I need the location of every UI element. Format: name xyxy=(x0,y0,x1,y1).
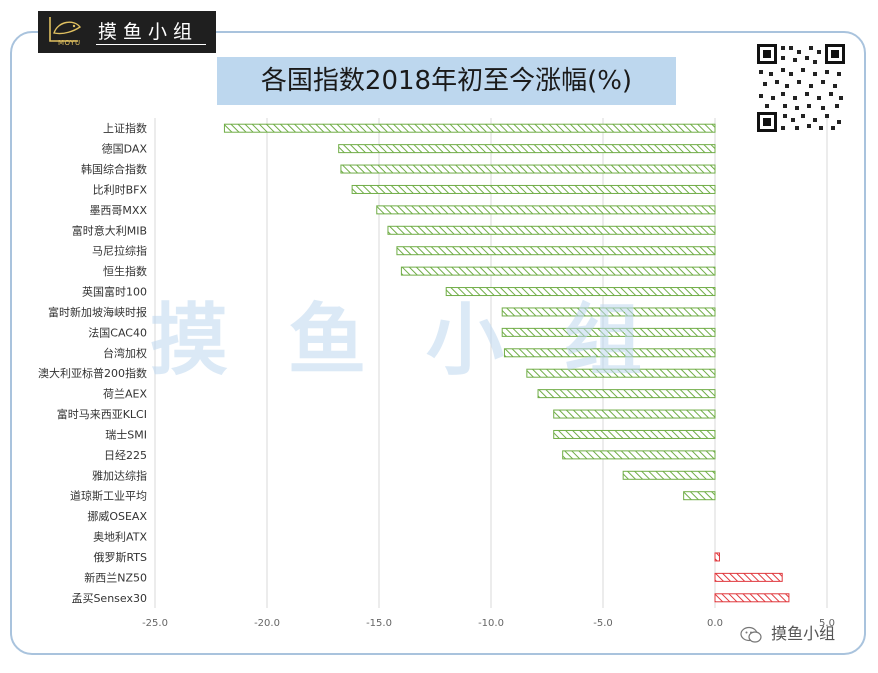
bar xyxy=(714,572,783,582)
category-label: 台湾加权 xyxy=(103,346,147,360)
bar xyxy=(622,470,716,480)
chart-title: 各国指数2018年初至今涨幅(%) xyxy=(217,57,676,105)
bar xyxy=(714,593,790,603)
bar xyxy=(503,348,716,358)
logo-mark-text: MOYU xyxy=(58,39,81,47)
chart-tick-labels: -25.0 -20.0 -15.0 -10.0 -5.0 0.0 5.0 xyxy=(142,618,835,629)
bar xyxy=(338,144,716,154)
category-label: 英国富时100 xyxy=(82,285,147,299)
category-label: 富时马来西亚KLCI xyxy=(57,407,147,421)
category-label: 马尼拉综指 xyxy=(92,244,147,258)
category-label: 孟买Sensex30 xyxy=(71,592,147,605)
bar xyxy=(501,307,716,317)
chart-gridlines xyxy=(154,118,828,608)
x-tick-label: -15.0 xyxy=(366,618,392,629)
bar xyxy=(396,246,716,256)
chart-frame xyxy=(10,31,866,655)
bar xyxy=(351,184,716,194)
x-tick-label: 5.0 xyxy=(819,618,835,629)
category-label: 日经225 xyxy=(104,449,147,462)
bar xyxy=(526,368,716,378)
bar xyxy=(553,429,716,439)
category-label: 挪威OSEAX xyxy=(87,509,147,523)
category-label: 法国CAC40 xyxy=(88,325,147,339)
category-label: 瑞士SMI xyxy=(105,427,147,441)
x-tick-label: -10.0 xyxy=(478,618,504,629)
category-label: 澳大利亚标普200指数 xyxy=(38,366,147,380)
x-tick-label: 0.0 xyxy=(707,618,723,629)
category-label: 墨西哥MXX xyxy=(89,204,147,217)
wechat-icon xyxy=(740,626,762,643)
category-label: 恒生指数 xyxy=(103,264,147,278)
x-tick-label: -5.0 xyxy=(593,618,613,629)
bar xyxy=(223,123,716,133)
category-label: 俄罗斯RTS xyxy=(93,551,147,564)
category-label: 德国DAX xyxy=(102,142,148,156)
category-label: 上证指数 xyxy=(103,121,147,135)
bar xyxy=(445,287,716,297)
x-tick-label: -20.0 xyxy=(254,618,280,629)
category-label: 富时意大利MIB xyxy=(72,223,147,237)
bar xyxy=(400,266,716,276)
x-tick-label: -25.0 xyxy=(142,618,168,629)
chart-bars xyxy=(223,123,790,603)
category-label: 奥地利ATX xyxy=(93,530,147,544)
bar xyxy=(376,205,716,215)
bar xyxy=(387,225,716,235)
category-label: 雅加达综指 xyxy=(92,468,147,482)
wechat-badge: 摸鱼小组 xyxy=(740,622,835,646)
category-label: 富时新加坡海峡时报 xyxy=(48,305,147,319)
category-label: 新西兰NZ50 xyxy=(84,570,147,584)
bar xyxy=(683,491,716,501)
bar xyxy=(501,327,716,337)
category-label: 荷兰AEX xyxy=(103,388,147,401)
bar xyxy=(714,552,720,562)
bar xyxy=(340,164,716,174)
bar xyxy=(553,409,716,419)
fish-logo-icon xyxy=(49,17,82,42)
logo-text: 摸鱼小组 xyxy=(98,21,199,43)
logo-underline xyxy=(96,44,206,45)
bar xyxy=(562,450,716,460)
qr-code-icon xyxy=(755,42,847,134)
category-label: 比利时BFX xyxy=(93,183,148,196)
wechat-text: 摸鱼小组 xyxy=(771,624,836,643)
brand-logo: MOYU 摸鱼小组 xyxy=(38,11,216,53)
category-label: 道琼斯工业平均 xyxy=(70,489,147,503)
bar xyxy=(537,389,716,399)
category-label: 韩国综合指数 xyxy=(81,162,147,176)
